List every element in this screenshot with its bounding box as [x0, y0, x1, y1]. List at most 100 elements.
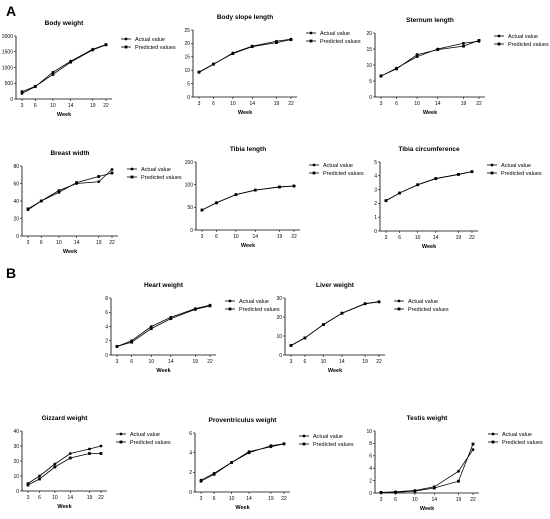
- x-axis-label: Week: [156, 368, 171, 374]
- chart-title: Body weight: [45, 20, 84, 27]
- x-axis-label: Week: [57, 504, 72, 510]
- x-tick-label: 22: [288, 101, 294, 107]
- data-point-predicted: [394, 490, 397, 494]
- x-tick-label: 10: [148, 359, 154, 365]
- chart-legend: Actual value Predicted values: [127, 167, 182, 181]
- data-point-predicted: [322, 323, 325, 326]
- data-point-predicted: [88, 452, 91, 455]
- chart-legend: Actual value Predicted values: [487, 163, 542, 177]
- data-point-actual: [68, 452, 72, 455]
- x-tick-label: 19: [90, 103, 96, 109]
- y-tick-label: 1500: [2, 50, 13, 56]
- y-tick-label: 80: [13, 164, 19, 170]
- x-tick-label: 14: [249, 101, 255, 107]
- data-point-predicted: [292, 184, 296, 188]
- data-point-predicted: [39, 199, 43, 203]
- y-tick-label: 0: [279, 353, 282, 359]
- x-tick-label: 10: [321, 359, 327, 365]
- series-line-actual: [380, 40, 480, 77]
- y-tick-label: 4: [105, 324, 108, 330]
- data-point-predicted: [33, 85, 37, 88]
- y-tick-label: 5: [369, 79, 372, 85]
- chart-legend: Actual value Predicted values: [121, 37, 176, 51]
- data-point-predicted: [208, 304, 212, 308]
- chart-7: Liver weight 0 10 20 30 3 6 10 14 19 22 Week Actual …: [276, 282, 448, 374]
- x-tick-label: 6: [40, 240, 43, 246]
- data-point-predicted: [462, 44, 465, 48]
- series-line-predicted: [27, 453, 101, 486]
- x-tick-label: 14: [168, 359, 174, 365]
- y-tick-label: 50: [187, 205, 193, 211]
- series-line-actual: [385, 171, 473, 201]
- data-point-actual: [471, 448, 475, 451]
- chart-legend: Actual value Predicted values: [488, 432, 543, 446]
- series-line-predicted: [200, 443, 285, 482]
- y-tick-label: 2: [105, 339, 108, 345]
- data-point-predicted: [193, 308, 197, 311]
- x-tick-label: 10: [415, 235, 421, 241]
- data-point-actual: [97, 180, 101, 184]
- y-tick-label: 2: [369, 478, 372, 484]
- x-tick-label: 10: [50, 103, 56, 109]
- legend-marker-actual: [490, 163, 494, 167]
- y-tick-label: 60: [13, 181, 19, 187]
- x-tick-label: 6: [38, 495, 41, 501]
- x-axis-label: Week: [235, 505, 250, 511]
- x-tick-label: 3: [200, 496, 203, 502]
- legend-marker-actual: [302, 434, 306, 438]
- chart-title: Heart weight: [144, 282, 184, 289]
- x-tick-label: 14: [68, 103, 74, 109]
- x-tick-label: 22: [207, 359, 213, 365]
- x-tick-label: 3: [21, 103, 24, 109]
- data-point-actual: [110, 168, 114, 171]
- y-tick-label: 0: [10, 97, 13, 103]
- y-tick-label: 15: [184, 55, 190, 61]
- data-point-predicted: [149, 327, 153, 331]
- x-tick-label: 3: [385, 235, 388, 241]
- legend-label-predicted: Predicted values: [239, 307, 280, 313]
- x-tick-label: 3: [201, 234, 204, 240]
- x-tick-label: 6: [130, 359, 133, 365]
- y-tick-label: 5: [187, 81, 190, 87]
- x-tick-label: 14: [246, 496, 252, 502]
- y-tick-label: 10: [13, 474, 19, 480]
- series-line-actual: [21, 44, 107, 94]
- legend-marker-predicted: [490, 171, 494, 175]
- y-tick-label: 0: [16, 489, 19, 495]
- y-tick-label: 2: [189, 470, 192, 476]
- legend-label-actual: Actual value: [239, 299, 269, 305]
- y-tick-label: 5: [374, 160, 377, 166]
- chart-title: Testis weight: [407, 415, 449, 422]
- y-tick-label: 6: [105, 310, 108, 316]
- data-point-predicted: [57, 190, 61, 194]
- y-tick-label: 10: [184, 68, 190, 74]
- x-tick-label: 19: [96, 240, 102, 246]
- legend-label-actual: Actual value: [135, 37, 165, 43]
- y-tick-label: 6: [369, 454, 372, 460]
- series-line-predicted: [381, 443, 474, 493]
- chart-title: Proventriculus weight: [209, 417, 278, 424]
- x-tick-label: 22: [376, 359, 382, 365]
- x-axis-label: Week: [57, 112, 72, 118]
- chart-legend: Actual value Predicted values: [494, 34, 549, 48]
- x-tick-label: 3: [380, 497, 383, 503]
- legend-marker-actual: [309, 31, 313, 35]
- chart-title: Sternum length: [406, 17, 454, 24]
- legend-marker-predicted: [312, 171, 316, 175]
- data-point-actual: [99, 444, 103, 448]
- chart-legend: Actual value Predicted values: [299, 434, 354, 448]
- x-tick-label: 10: [56, 240, 62, 246]
- data-point-predicted: [416, 183, 420, 187]
- legend-marker-predicted: [130, 175, 134, 179]
- x-tick-label: 22: [476, 101, 482, 107]
- x-tick-label: 19: [456, 497, 462, 503]
- series-line-predicted: [116, 305, 211, 347]
- x-tick-label: 14: [431, 497, 437, 503]
- chart-title: Liver weight: [316, 282, 355, 289]
- data-point-predicted: [115, 345, 119, 348]
- legend-label-predicted: Predicted values: [502, 440, 543, 446]
- legend-marker-actual: [130, 167, 134, 171]
- y-tick-label: 8: [105, 296, 108, 302]
- x-tick-label: 14: [433, 235, 439, 241]
- legend-marker-predicted: [491, 440, 495, 444]
